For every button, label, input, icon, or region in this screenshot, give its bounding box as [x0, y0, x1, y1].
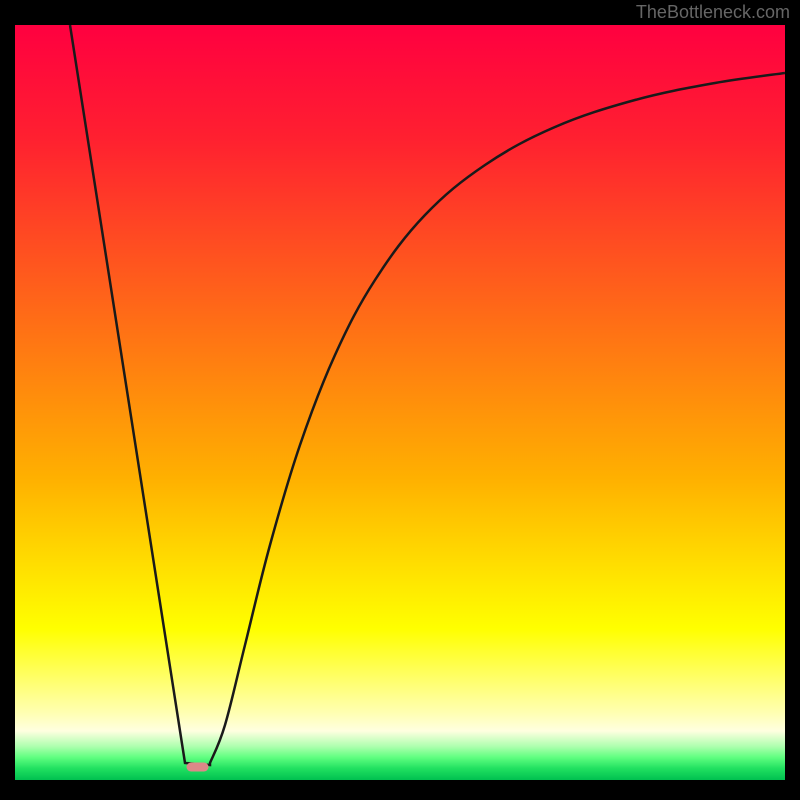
- bottleneck-curve: [70, 25, 785, 765]
- valley-marker: [187, 763, 209, 772]
- attribution-text: TheBottleneck.com: [636, 2, 790, 23]
- chart-container: TheBottleneck.com: [0, 0, 800, 800]
- plot-area: [15, 25, 785, 780]
- curve-svg: [15, 25, 785, 780]
